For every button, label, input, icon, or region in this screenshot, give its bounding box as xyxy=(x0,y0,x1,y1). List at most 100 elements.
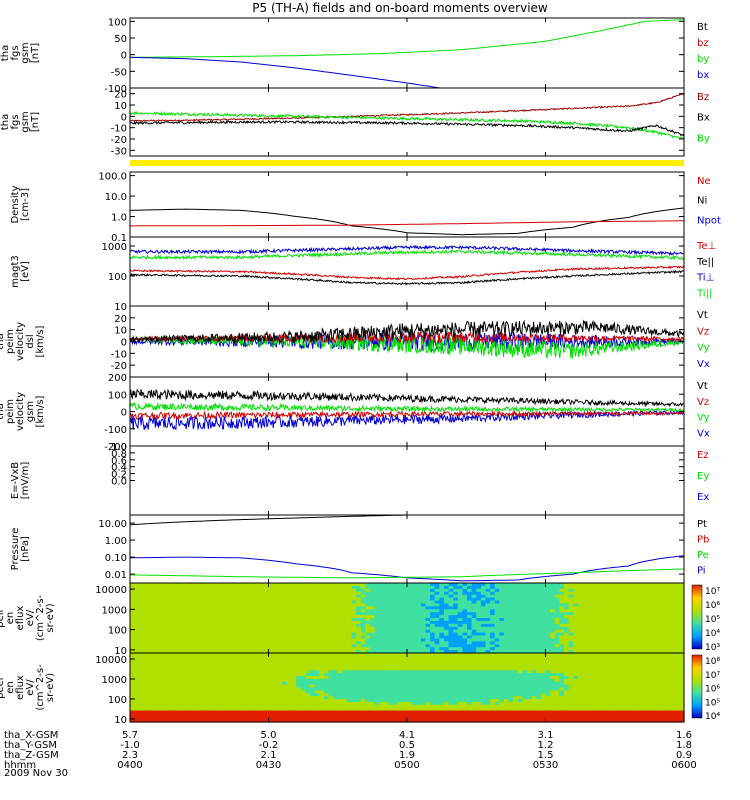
spectrogram-cell xyxy=(420,681,427,686)
spectrogram-cell xyxy=(420,623,427,628)
spectrogram-cell xyxy=(471,644,477,648)
spectrogram-cell xyxy=(263,606,270,610)
spectrogram-cell xyxy=(550,591,556,596)
spectrogram-cell xyxy=(282,699,288,703)
spectrogram-cell xyxy=(513,650,519,654)
spectrogram-cell xyxy=(503,641,510,645)
spectrogram-cell xyxy=(563,594,570,599)
spectrogram-cell xyxy=(148,600,154,605)
spectrogram-cell xyxy=(508,609,514,613)
spectrogram-cell xyxy=(134,670,140,674)
spectrogram-cell xyxy=(337,701,343,706)
spectrogram-cell xyxy=(527,594,533,599)
spectrogram-cell xyxy=(337,681,343,686)
spectrogram-cell xyxy=(517,650,524,654)
spectrogram-cell xyxy=(250,676,256,680)
spectrogram-cell xyxy=(522,629,528,634)
spectrogram-cell xyxy=(619,650,625,654)
spectrogram-cell xyxy=(656,618,662,622)
spectrogram-cell xyxy=(217,673,223,677)
spectrogram-cell xyxy=(443,719,450,723)
spectrogram-cell xyxy=(379,620,385,625)
spectrogram-cell xyxy=(226,615,233,619)
spectrogram-cell xyxy=(370,615,376,619)
spectrogram-cell xyxy=(171,670,177,674)
spectrogram-cell xyxy=(568,588,574,593)
spectrogram-cell xyxy=(531,606,537,610)
spectrogram-cell xyxy=(508,591,514,596)
spectrogram-cell xyxy=(365,650,371,654)
spectrogram-cell xyxy=(637,609,644,613)
spectrogram-cell xyxy=(665,641,671,645)
spectrogram-cell xyxy=(476,618,482,622)
spectrogram-cell xyxy=(674,585,680,590)
spectrogram-cell xyxy=(162,626,168,631)
spectrogram-cell xyxy=(190,606,196,610)
spectrogram-cell xyxy=(162,653,168,657)
spectrogram-cell xyxy=(614,641,620,645)
spectrogram-cell xyxy=(356,658,362,663)
spectrogram-cell xyxy=(490,618,496,622)
spectrogram-cell xyxy=(222,655,228,660)
spectrogram-cell xyxy=(490,585,496,590)
spectrogram-cell xyxy=(425,693,431,697)
spectrogram-cell xyxy=(360,623,367,628)
spectrogram-cell xyxy=(388,704,394,709)
y-axis-label-line: dsl xyxy=(25,334,36,348)
spectrogram-cell xyxy=(245,716,251,720)
spectrogram-cell xyxy=(573,641,579,645)
spectrogram-cell xyxy=(434,591,440,596)
spectrogram-cell xyxy=(296,583,302,587)
spectrogram-cell xyxy=(190,655,196,660)
spectrogram-cell xyxy=(157,710,163,714)
y-axis-label-line: fgs xyxy=(10,114,21,129)
spectrogram-cell xyxy=(231,719,237,723)
spectrogram-cell xyxy=(462,591,468,596)
spectrogram-cell xyxy=(130,710,136,714)
spectrogram-cell xyxy=(208,699,214,703)
spectrogram-cell xyxy=(180,693,186,697)
spectrogram-cell xyxy=(300,696,307,700)
spectrogram-cell xyxy=(462,618,468,622)
spectrogram-cell xyxy=(457,650,463,654)
series-group xyxy=(130,515,684,582)
spectrogram-cell xyxy=(665,600,671,605)
spectrogram-cell xyxy=(448,687,454,691)
spectrogram-cell xyxy=(397,667,403,671)
spectrogram-cell xyxy=(236,687,242,691)
spectrogram-cell xyxy=(416,647,422,651)
spectrogram-cell xyxy=(370,655,376,660)
spectrogram-cell xyxy=(323,701,330,706)
spectrogram-cell xyxy=(245,653,251,657)
spectrogram-cell xyxy=(388,678,394,683)
spectrogram-cell xyxy=(194,647,200,651)
spectrogram-cell xyxy=(679,583,685,587)
spectrogram-cell xyxy=(374,676,380,680)
spectrogram-cell xyxy=(194,693,200,697)
spectrogram-cell xyxy=(199,687,205,691)
spectrogram-cell xyxy=(379,655,385,660)
spectrogram-cell xyxy=(245,676,251,680)
spectrogram-cell xyxy=(356,681,362,686)
spectrogram-cell xyxy=(457,670,463,674)
spectrogram-cell xyxy=(623,606,630,610)
spectrogram-cell xyxy=(513,603,519,607)
spectrogram-cell xyxy=(240,585,247,590)
spectrogram-cell xyxy=(365,603,371,607)
spectrogram-cell xyxy=(462,597,468,602)
spectrogram-cell xyxy=(383,597,390,602)
spectrogram-cell xyxy=(457,632,463,637)
spectrogram-cell xyxy=(619,635,625,640)
spectrogram-cell xyxy=(273,588,279,593)
spectrogram-cell xyxy=(342,626,348,631)
spectrogram-cell xyxy=(148,678,154,683)
spectrogram-cell xyxy=(305,719,311,723)
spectrogram-cell xyxy=(407,719,413,723)
spectrogram-cell xyxy=(240,609,247,613)
spectrogram-cell xyxy=(416,690,422,694)
spectrogram-cell xyxy=(453,704,459,709)
spectrogram-cell xyxy=(226,594,233,599)
spectrogram-cell xyxy=(568,618,574,622)
spectrogram-cell xyxy=(503,597,510,602)
